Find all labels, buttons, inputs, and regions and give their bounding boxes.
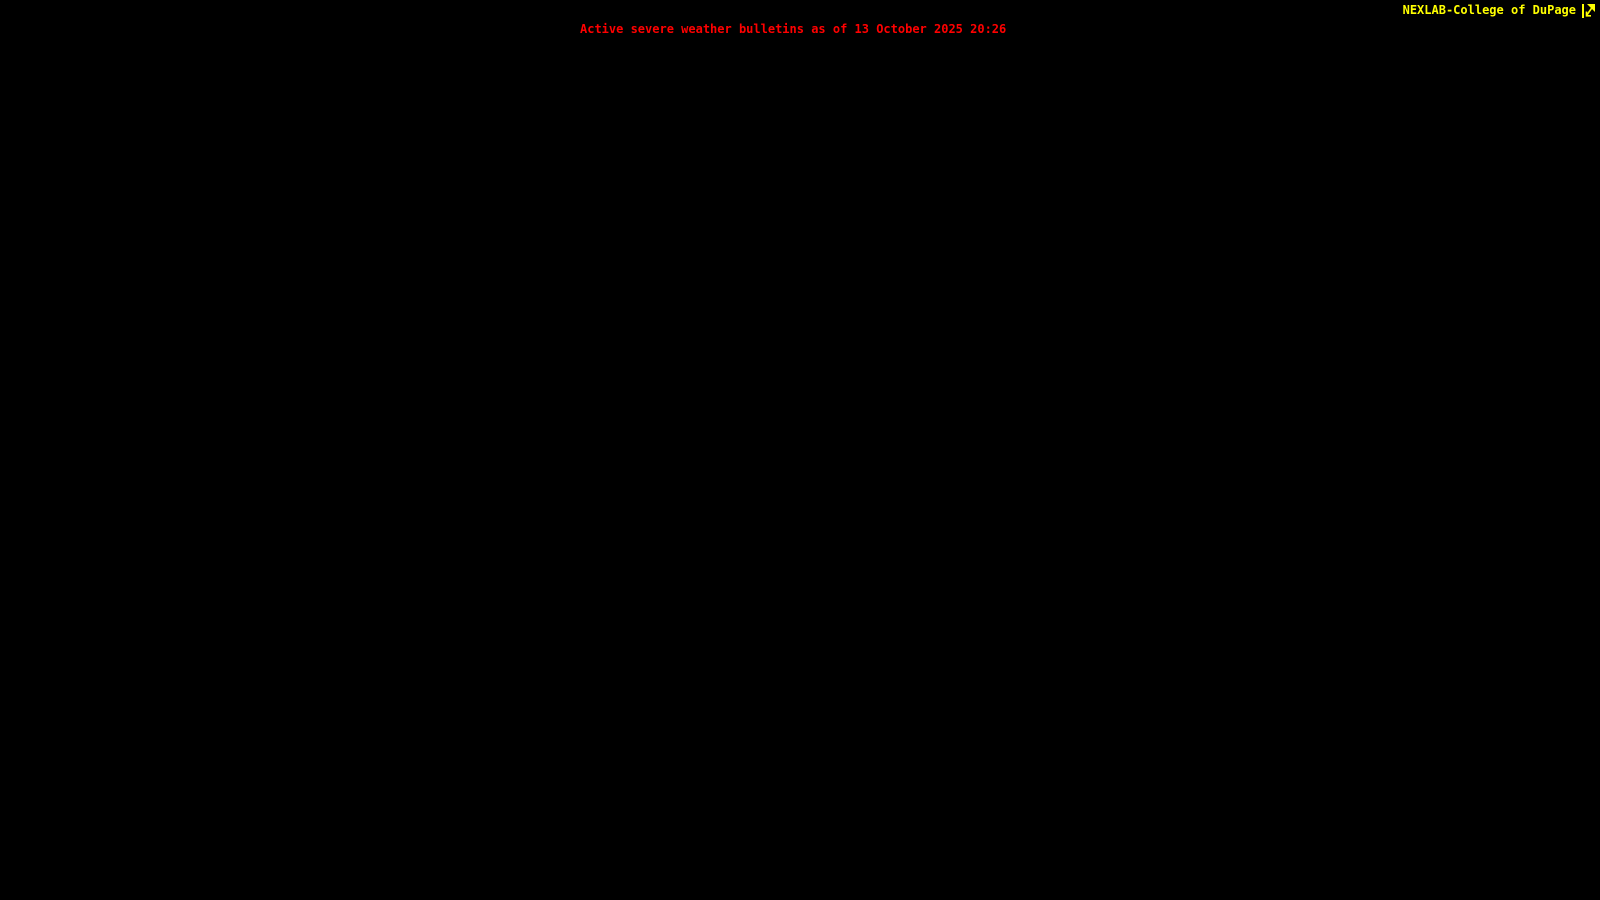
page-title: Active severe weather bulletins as of 13… xyxy=(580,22,1007,36)
legend: Watch Warning T-Storm Tornado Winter Sto… xyxy=(0,790,700,840)
college-of-dupage-logo-icon xyxy=(1582,4,1595,18)
credit-text: NEXLAB-College of DuPage xyxy=(1402,3,1576,17)
